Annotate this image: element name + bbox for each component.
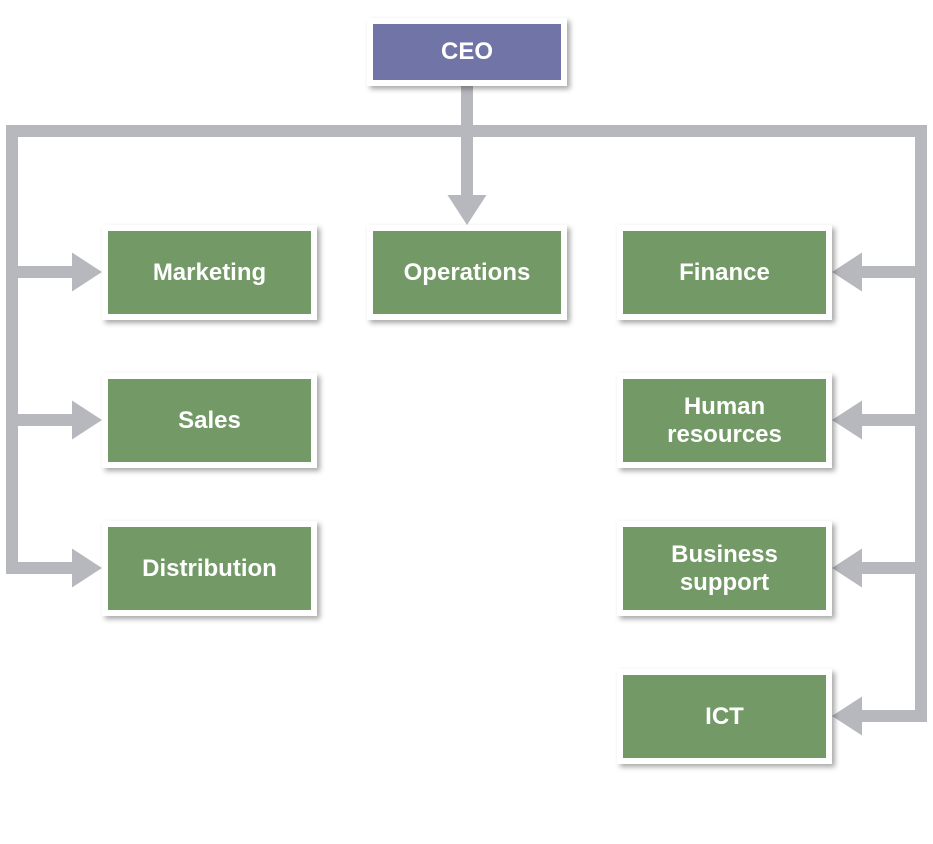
node-label: Marketing [153, 259, 266, 287]
org-chart: { "diagram": { "type": "tree", "canvas":… [0, 0, 933, 844]
node-distribution: Distribution [102, 521, 317, 616]
node-label: Humanresources [667, 393, 782, 448]
node-operations: Operations [367, 225, 567, 320]
node-label: Operations [404, 259, 531, 287]
node-hr: Humanresources [617, 373, 832, 468]
node-ceo: CEO [367, 18, 567, 86]
node-marketing: Marketing [102, 225, 317, 320]
node-label: Sales [178, 407, 241, 435]
node-sales: Sales [102, 373, 317, 468]
node-label: Distribution [142, 555, 277, 583]
node-label: Finance [679, 259, 770, 287]
node-label: ICT [705, 703, 744, 731]
node-bizsupport: Businesssupport [617, 521, 832, 616]
node-label: Businesssupport [671, 541, 778, 596]
node-label: CEO [441, 38, 493, 66]
node-ict: ICT [617, 669, 832, 764]
node-finance: Finance [617, 225, 832, 320]
